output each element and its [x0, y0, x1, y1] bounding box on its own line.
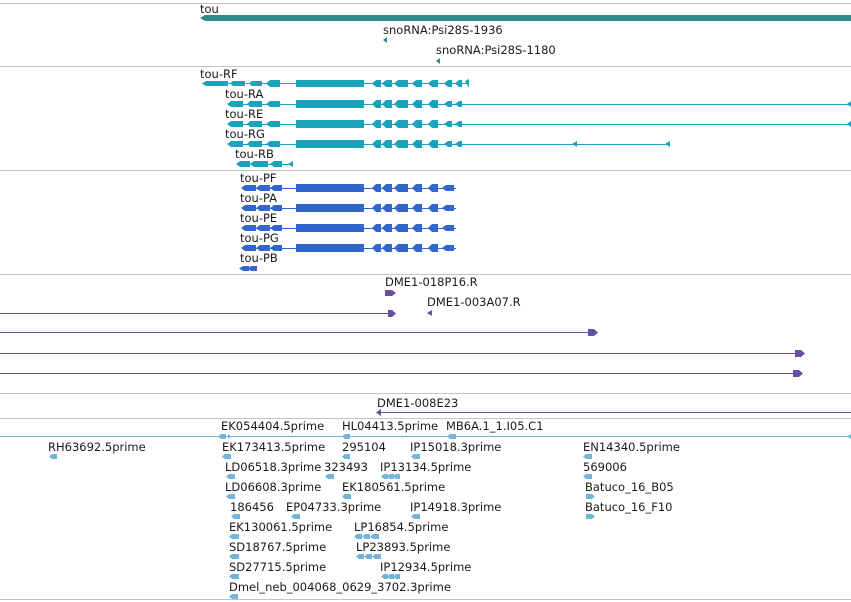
est-label: EK173413.5prime	[222, 440, 325, 454]
est-feature[interactable]	[354, 534, 379, 539]
est-feature[interactable]	[356, 554, 381, 559]
snorna-feature[interactable]	[436, 58, 440, 64]
gene-feature[interactable]	[200, 15, 851, 21]
est-label: LD06518.3prime	[225, 460, 321, 474]
est-label: 295104	[342, 440, 386, 454]
transcript-track: tou-RF tou-RA	[200, 67, 851, 167]
transcript-label: tou-RF	[200, 67, 238, 81]
est-feature[interactable]	[342, 494, 351, 499]
transcript-feature[interactable]	[227, 140, 670, 148]
est-feature[interactable]	[381, 574, 400, 579]
est-feature[interactable]	[229, 594, 238, 599]
clone-feature[interactable]	[0, 350, 805, 357]
protein-label: tou-PA	[240, 191, 277, 205]
est-label: SD18767.5prime	[229, 540, 326, 554]
est-feature[interactable]	[586, 494, 595, 499]
clone-track: DME1-018P16.R DME1-003A07.R	[0, 275, 805, 377]
est-feature[interactable]	[226, 494, 235, 499]
est-label: HL04413.5prime	[342, 419, 438, 433]
gene-track: tou snoRNA:Psi28S-1936 snoRNA:Psi28S-118…	[200, 2, 851, 64]
est-feature[interactable]	[226, 474, 235, 479]
est-label: EK130061.5prime	[229, 520, 332, 534]
est-track: EK054404.5prime HL04413.5prime MB6A.1_1.…	[0, 419, 851, 599]
protein-label: tou-PE	[240, 211, 277, 225]
snorna-feature[interactable]	[383, 37, 387, 43]
snorna-label: snoRNA:Psi28S-1180	[436, 43, 556, 57]
protein-label: tou-PB	[240, 251, 278, 265]
est-feature[interactable]	[229, 554, 239, 559]
est-label: EP04733.3prime	[286, 500, 381, 514]
est-feature[interactable]	[229, 574, 239, 579]
protein-label: tou-PF	[240, 171, 277, 185]
est-feature[interactable]	[411, 514, 420, 519]
est-label: LP23893.5prime	[356, 540, 450, 554]
est-label: IP14918.3prime	[410, 500, 501, 514]
est-label: 186456	[230, 500, 274, 514]
est-label: IP15018.3prime	[410, 440, 501, 454]
snorna-label: snoRNA:Psi28S-1936	[383, 23, 503, 37]
est-label: EK054404.5prime	[221, 419, 324, 433]
est-label: LD06608.3prime	[225, 480, 321, 494]
clone-label: DME1-018P16.R	[385, 275, 478, 289]
est-feature[interactable]	[447, 434, 456, 439]
clone-feature[interactable]	[385, 290, 396, 296]
clone-track-2: DME1-008E23	[376, 396, 851, 416]
est-feature[interactable]	[586, 514, 595, 519]
protein-feature[interactable]	[239, 266, 257, 271]
protein-feature[interactable]	[241, 244, 456, 252]
clone-feature[interactable]	[376, 409, 851, 416]
est-feature[interactable]	[381, 474, 400, 479]
est-label: SD27715.5prime	[229, 560, 326, 574]
protein-feature[interactable]	[241, 184, 456, 192]
clone-label: DME1-008E23	[377, 396, 458, 410]
est-feature[interactable]	[325, 474, 334, 479]
est-feature[interactable]	[583, 474, 592, 479]
protein-label: tou-PG	[240, 231, 279, 245]
clone-feature[interactable]	[0, 310, 396, 317]
est-feature[interactable]	[231, 514, 240, 519]
est-label: MB6A.1_1.I05.C1	[446, 419, 544, 433]
transcript-label: tou-RG	[225, 127, 265, 141]
est-label: 323493	[324, 460, 368, 474]
clone-feature[interactable]	[427, 310, 432, 316]
est-label: IP12934.5prime	[380, 560, 471, 574]
transcript-label: tou-RB	[235, 147, 274, 161]
est-label: RH63692.5prime	[48, 440, 146, 454]
transcript-label: tou-RE	[225, 107, 263, 121]
est-label: Batuco_16_B05	[585, 480, 674, 494]
track-dividers	[0, 3, 851, 600]
est-label: Dmel_neb_004068_0629_3702.3prime	[229, 580, 451, 594]
clone-feature[interactable]	[0, 329, 598, 336]
est-feature[interactable]	[411, 454, 420, 459]
gene-label: tou	[200, 2, 219, 16]
est-feature[interactable]	[342, 434, 350, 439]
transcript-feature[interactable]	[236, 161, 293, 167]
est-label: EK180561.5prime	[342, 480, 445, 494]
est-label: EN14340.5prime	[583, 440, 680, 454]
est-feature[interactable]	[583, 454, 592, 459]
transcript-label: tou-RA	[225, 87, 264, 101]
est-feature[interactable]	[342, 454, 350, 459]
protein-feature[interactable]	[241, 224, 456, 232]
transcript-feature[interactable]	[227, 120, 851, 128]
est-feature[interactable]	[49, 454, 57, 459]
clone-feature[interactable]	[0, 370, 803, 377]
est-label: LP16854.5prime	[354, 520, 448, 534]
protein-track: tou-PF tou-PA tou-	[239, 171, 456, 271]
protein-feature[interactable]	[241, 204, 456, 212]
est-feature[interactable]	[291, 514, 300, 519]
est-label: 569006	[583, 460, 627, 474]
est-label: IP13134.5prime	[380, 460, 471, 474]
est-feature[interactable]	[229, 534, 239, 539]
clone-label: DME1-003A07.R	[427, 295, 521, 309]
transcript-feature[interactable]	[202, 79, 469, 88]
est-feature[interactable]	[218, 434, 231, 439]
transcript-feature[interactable]	[227, 100, 851, 108]
est-feature[interactable]	[222, 454, 231, 459]
est-label: Batuco_16_F10	[585, 500, 672, 514]
